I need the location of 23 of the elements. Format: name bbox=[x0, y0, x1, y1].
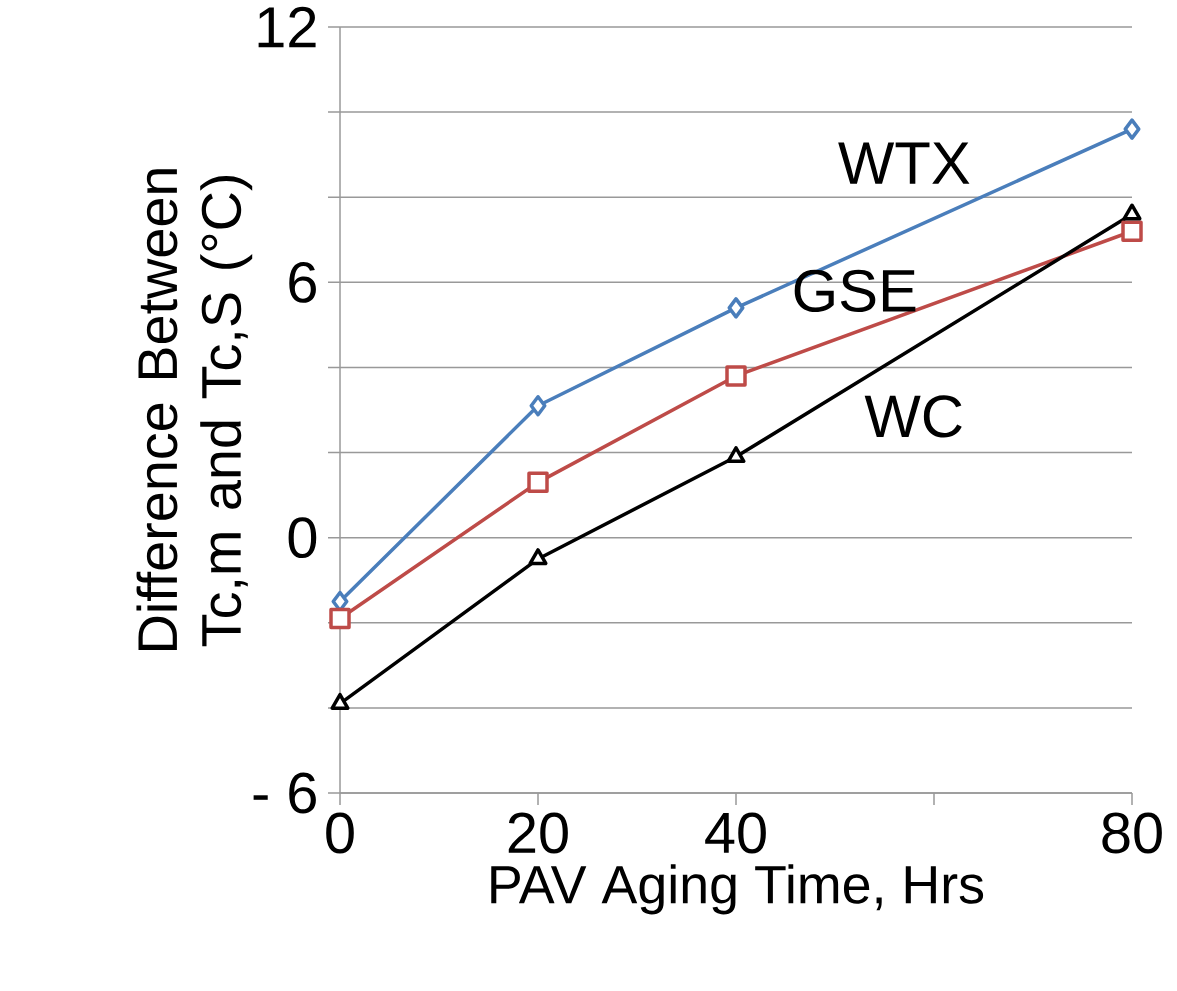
y-tick-label: 0 bbox=[288, 517, 317, 559]
x-tick-label: 20 bbox=[508, 812, 568, 854]
point bbox=[726, 446, 746, 464]
point bbox=[529, 394, 547, 417]
x-tick-label: 80 bbox=[1102, 812, 1162, 854]
point bbox=[329, 607, 351, 630]
point bbox=[727, 297, 745, 319]
point bbox=[330, 692, 350, 710]
series-label: WTX bbox=[838, 142, 970, 184]
y-tick-label: 6 bbox=[289, 261, 316, 303]
point bbox=[527, 471, 549, 494]
x-tick-label: 0 bbox=[326, 812, 354, 854]
series-label: WC bbox=[864, 395, 962, 438]
y-tick-label: 12 bbox=[258, 6, 316, 48]
x-axis-title: PAV Aging Time, Hrs bbox=[491, 864, 984, 915]
point bbox=[1123, 118, 1141, 140]
y-axis-title: Difference Between Tc,m and Tc,S (°C) bbox=[136, 169, 253, 650]
x-tick-label: 40 bbox=[705, 812, 766, 854]
series-label: GSE bbox=[794, 269, 916, 312]
point bbox=[528, 548, 548, 566]
point bbox=[1121, 220, 1143, 243]
point bbox=[725, 365, 747, 387]
y-tick-label: - 6 bbox=[253, 772, 316, 814]
